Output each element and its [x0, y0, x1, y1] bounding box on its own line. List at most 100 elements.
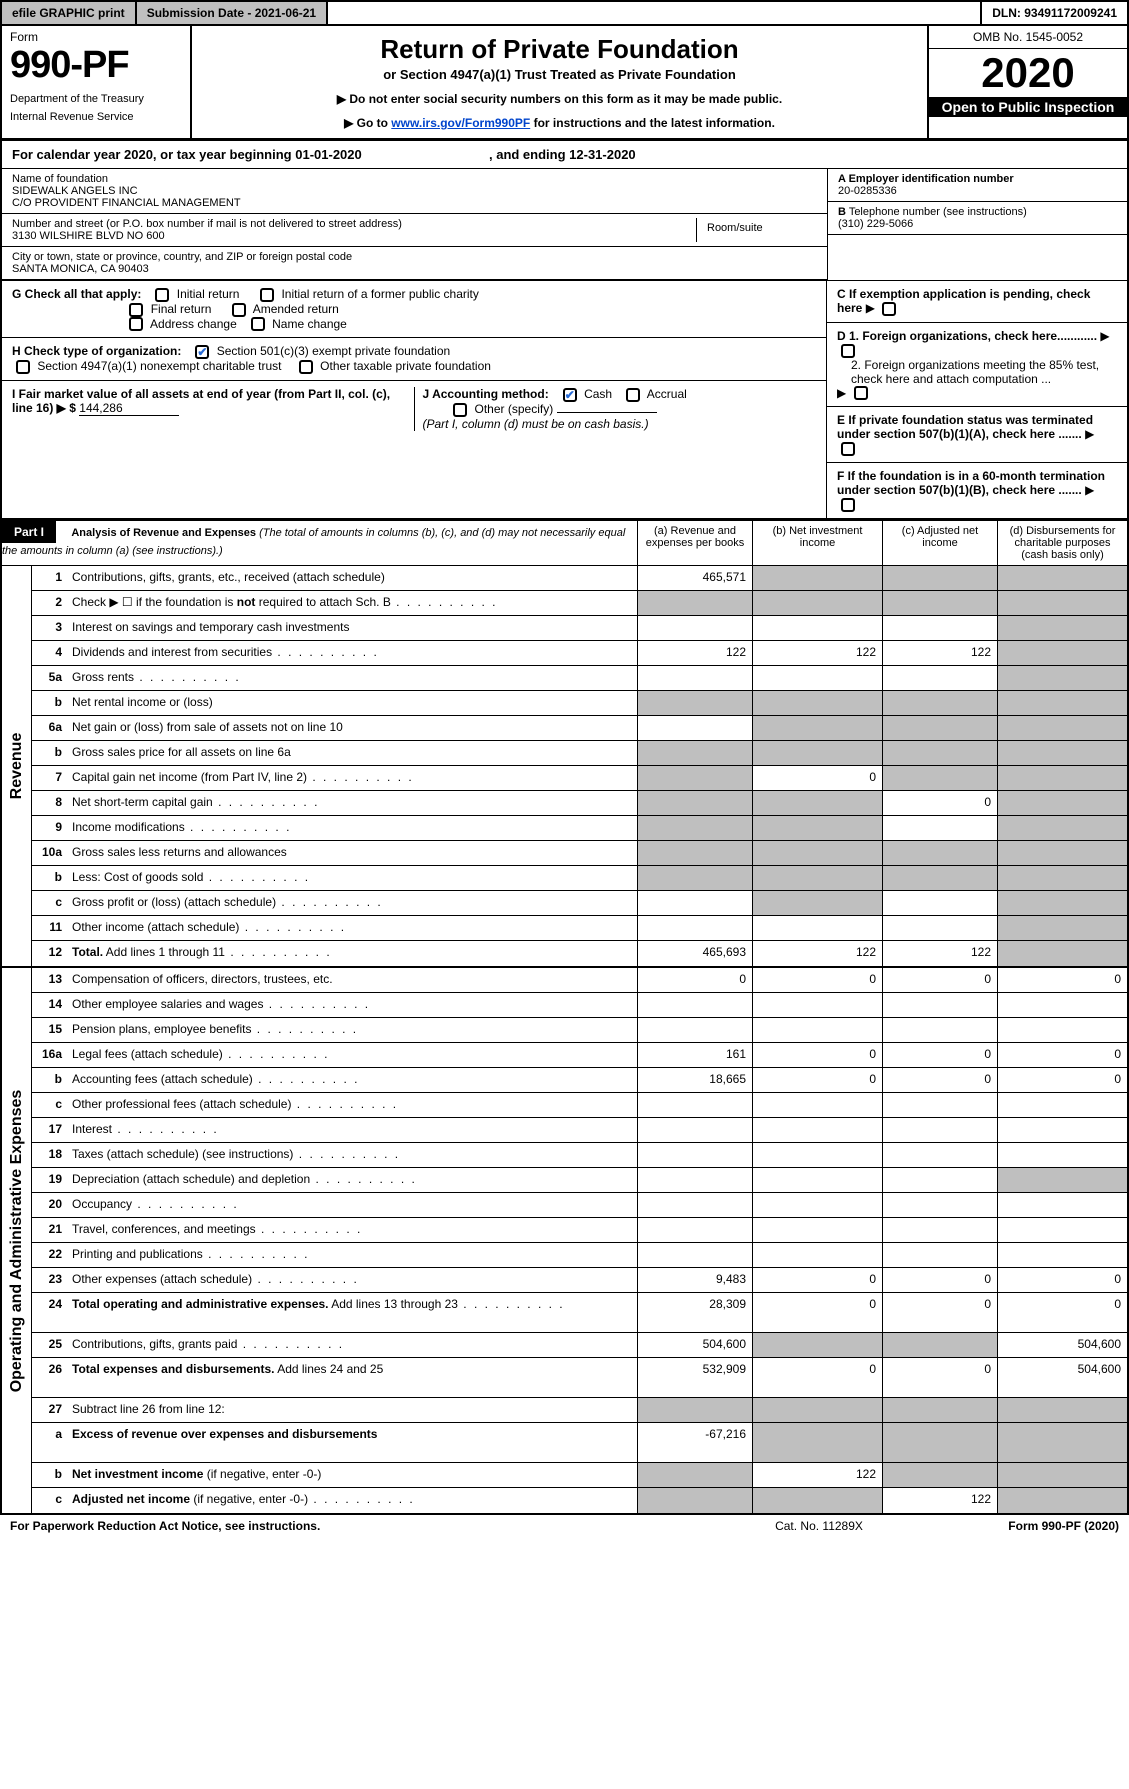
row-label: Gross profit or (loss) (attach schedule) [66, 891, 637, 915]
cell-c [882, 866, 997, 890]
row-label: Occupancy [66, 1193, 637, 1217]
row-number: 5a [32, 666, 66, 690]
cell-b [752, 616, 882, 640]
cell-b [752, 916, 882, 940]
cell-c: 0 [882, 1068, 997, 1092]
row-label: Interest [66, 1118, 637, 1142]
submission-date-button[interactable]: Submission Date - 2021-06-21 [137, 2, 328, 24]
cell-a [637, 1463, 752, 1487]
row-label: Other expenses (attach schedule) [66, 1268, 637, 1292]
checkbox-amended[interactable] [232, 303, 246, 317]
row-label: Compensation of officers, directors, tru… [66, 968, 637, 992]
omb-number: OMB No. 1545-0052 [929, 26, 1127, 49]
checkbox-initial-public[interactable] [260, 288, 274, 302]
row-label: Check ▶ ☐ if the foundation is not requi… [66, 591, 637, 615]
cell-b [752, 741, 882, 765]
cell-d [997, 691, 1127, 715]
checkbox-d1[interactable] [841, 344, 855, 358]
checkbox-final-return[interactable] [129, 303, 143, 317]
row-label: Total operating and administrative expen… [66, 1293, 637, 1332]
cell-a: 504,600 [637, 1333, 752, 1357]
row-number: b [32, 1463, 66, 1487]
checkbox-other-taxable[interactable] [299, 360, 313, 374]
cell-d [997, 1488, 1127, 1513]
checkbox-e[interactable] [841, 442, 855, 456]
dept-treasury: Department of the Treasury [10, 93, 182, 105]
checkbox-other-method[interactable] [453, 403, 467, 417]
cell-b [752, 1018, 882, 1042]
table-row: 18Taxes (attach schedule) (see instructi… [32, 1143, 1127, 1168]
cell-b [752, 716, 882, 740]
table-row: 21Travel, conferences, and meetings [32, 1218, 1127, 1243]
cell-c [882, 591, 997, 615]
cell-d [997, 641, 1127, 665]
row-number: 4 [32, 641, 66, 665]
cell-a [637, 666, 752, 690]
row-number: 14 [32, 993, 66, 1017]
row-label: Subtract line 26 from line 12: [66, 1398, 637, 1422]
row-label: Legal fees (attach schedule) [66, 1043, 637, 1067]
cell-d: 504,600 [997, 1358, 1127, 1397]
ein-label: A Employer identification number [838, 173, 1014, 185]
checkbox-4947a1[interactable] [16, 360, 30, 374]
cell-d [997, 1193, 1127, 1217]
form-title: Return of Private Foundation [212, 34, 907, 65]
row-number: 9 [32, 816, 66, 840]
checkbox-initial-return[interactable] [155, 288, 169, 302]
table-row: 5aGross rents [32, 666, 1127, 691]
row-d: D 1. Foreign organizations, check here..… [827, 323, 1127, 408]
table-row: 27Subtract line 26 from line 12: [32, 1398, 1127, 1423]
cell-b: 122 [752, 941, 882, 966]
checkbox-d2[interactable] [854, 386, 868, 400]
footer-center: Cat. No. 11289X [719, 1519, 919, 1533]
col-a-header: (a) Revenue and expenses per books [637, 521, 752, 565]
cell-c [882, 766, 997, 790]
row-number: 10a [32, 841, 66, 865]
checkbox-accrual[interactable] [626, 388, 640, 402]
cell-a [637, 1093, 752, 1117]
cell-a [637, 841, 752, 865]
checkbox-c[interactable] [882, 302, 896, 316]
cell-a [637, 1488, 752, 1513]
checkbox-f[interactable] [841, 498, 855, 512]
expenses-side-label: Operating and Administrative Expenses [8, 1089, 26, 1392]
cell-a: 161 [637, 1043, 752, 1067]
cell-d [997, 993, 1127, 1017]
cell-a [637, 691, 752, 715]
open-to-public: Open to Public Inspection [929, 97, 1127, 117]
cell-a: -67,216 [637, 1423, 752, 1462]
checkbox-501c3[interactable]: ✔ [195, 345, 209, 359]
row-label: Printing and publications [66, 1243, 637, 1267]
col-c-header: (c) Adjusted net income [882, 521, 997, 565]
table-row: 11Other income (attach schedule) [32, 916, 1127, 941]
cell-a [637, 716, 752, 740]
row-number: 24 [32, 1293, 66, 1332]
row-number: 27 [32, 1398, 66, 1422]
table-row: 13Compensation of officers, directors, t… [32, 968, 1127, 993]
cell-b [752, 1193, 882, 1217]
cell-a [637, 591, 752, 615]
cell-a: 122 [637, 641, 752, 665]
cell-d: 0 [997, 1268, 1127, 1292]
irs-link[interactable]: www.irs.gov/Form990PF [391, 116, 530, 130]
row-number: 11 [32, 916, 66, 940]
cell-d [997, 566, 1127, 590]
cell-c: 0 [882, 791, 997, 815]
cell-d [997, 1243, 1127, 1267]
efile-print-button[interactable]: efile GRAPHIC print [2, 2, 137, 24]
cell-d: 0 [997, 1068, 1127, 1092]
cell-d [997, 1168, 1127, 1192]
row-label: Accounting fees (attach schedule) [66, 1068, 637, 1092]
cell-b: 0 [752, 1293, 882, 1332]
checkbox-cash[interactable]: ✔ [563, 388, 577, 402]
cell-b: 122 [752, 1463, 882, 1487]
cell-d [997, 766, 1127, 790]
row-e: E If private foundation status was termi… [827, 407, 1127, 463]
row-number: c [32, 1488, 66, 1513]
checkbox-name-change[interactable] [251, 317, 265, 331]
checkbox-address-change[interactable] [129, 317, 143, 331]
cell-c [882, 616, 997, 640]
footer-right: Form 990-PF (2020) [919, 1519, 1119, 1533]
row-label: Other employee salaries and wages [66, 993, 637, 1017]
cell-b [752, 1118, 882, 1142]
